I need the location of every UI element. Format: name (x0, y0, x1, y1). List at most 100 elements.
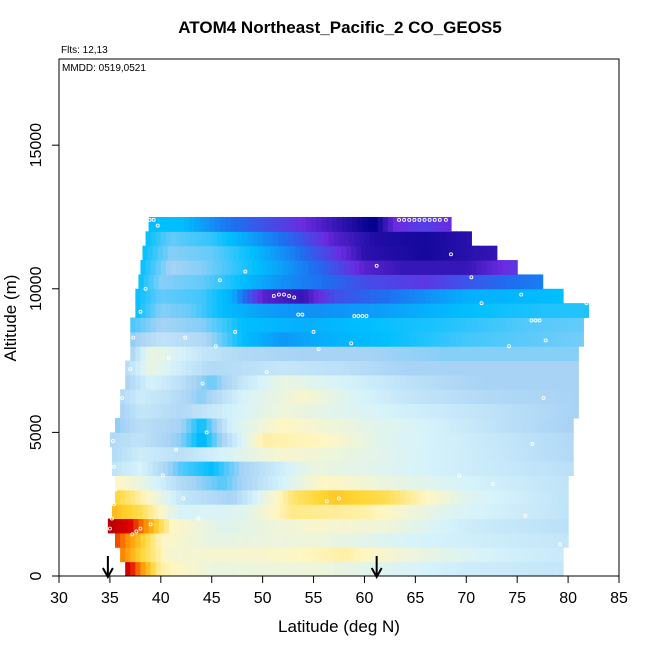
heatmap-cell (510, 518, 516, 534)
heatmap-cell (303, 418, 310, 433)
heatmap-cell (323, 403, 330, 419)
heatmap-cell (247, 317, 254, 333)
flight-point (417, 217, 422, 222)
heatmap-cell (179, 274, 185, 290)
heatmap-cell (522, 489, 528, 505)
flight-point (151, 217, 156, 222)
heatmap-cell (111, 504, 118, 520)
heatmap-cell (211, 360, 218, 376)
heatmap-cell (405, 288, 411, 304)
heatmap-cell (377, 216, 384, 232)
heatmap-cell (176, 432, 182, 448)
heatmap-cell (395, 432, 401, 448)
heatmap-cell (532, 389, 539, 405)
heatmap-cell (242, 532, 248, 548)
heatmap-cell (283, 288, 289, 304)
heatmap-cell (155, 489, 162, 505)
flight-point (529, 318, 534, 323)
heatmap-cell (298, 532, 304, 548)
heatmap-cell (507, 561, 513, 577)
flight-point (271, 294, 276, 298)
heatmap-cell (405, 360, 411, 376)
heatmap-cell (412, 504, 418, 520)
heatmap-cell (216, 547, 223, 563)
heatmap-cell (125, 360, 131, 376)
heatmap-cell (265, 518, 272, 534)
heatmap-cell (476, 475, 483, 491)
heatmap-cell (479, 274, 486, 290)
heatmap-cell (514, 504, 520, 520)
heatmap-cell (165, 317, 172, 333)
heatmap-cell (107, 518, 114, 534)
heatmap-cell (145, 346, 152, 362)
heatmap-cell (216, 489, 223, 505)
heatmap-cell (501, 418, 508, 433)
heatmap-cell (247, 389, 254, 405)
heatmap-cell (318, 489, 325, 505)
heatmap-cell (333, 532, 340, 548)
heatmap-cell (415, 489, 422, 505)
heatmap-cell (395, 389, 401, 405)
heatmap-cell (171, 260, 177, 275)
heatmap-cell (476, 489, 483, 505)
heatmap-cell (440, 260, 447, 275)
heatmap-cell (188, 245, 194, 261)
heatmap-cell (374, 389, 381, 405)
heatmap-cell (359, 303, 366, 318)
heatmap-cell (211, 403, 218, 419)
heatmap-cell (308, 331, 315, 347)
heatmap-cell (384, 418, 391, 433)
heatmap-cell (542, 374, 549, 390)
heatmap-cell (232, 317, 238, 333)
heatmap-cell (320, 245, 327, 261)
heatmap-cell (554, 504, 561, 520)
heatmap-cell (430, 547, 437, 563)
heatmap-cell (456, 360, 462, 376)
heatmap-cell (167, 446, 174, 462)
heatmap-cell (507, 532, 513, 548)
heatmap-cell (527, 403, 534, 419)
heatmap-cell (522, 331, 528, 347)
heatmap-cell (196, 418, 203, 433)
heatmap-cell (542, 403, 549, 419)
heatmap-cell (242, 360, 248, 376)
heatmap-cell (344, 475, 350, 491)
heatmap-cell (397, 446, 403, 462)
heatmap-cell (288, 317, 294, 333)
heatmap-cell (522, 475, 528, 491)
heatmap-cell (537, 475, 544, 491)
heatmap-cell (186, 389, 192, 405)
heatmap-cell (361, 446, 368, 462)
heatmap-cell (405, 331, 411, 347)
heatmap-cell (313, 360, 320, 376)
heatmap-layer (120, 547, 564, 563)
heatmap-cell (384, 489, 391, 505)
heatmap-cell (133, 518, 140, 534)
heatmap-cell (504, 274, 511, 290)
heatmap-cell (252, 288, 259, 304)
heatmap-cell (242, 288, 248, 304)
heatmap-cell (417, 504, 424, 520)
heatmap-cell (346, 245, 352, 261)
heatmap-layer (135, 303, 590, 318)
heatmap-cell (415, 532, 422, 548)
flight-point (111, 439, 115, 443)
heatmap-cell (471, 317, 478, 333)
heatmap-cell (186, 360, 192, 376)
heatmap-layer (125, 561, 564, 577)
heatmap-cell (232, 389, 238, 405)
heatmap-cell (563, 303, 569, 318)
heatmap-cell (344, 331, 350, 347)
heatmap-cell (216, 374, 223, 390)
heatmap-cell (374, 288, 381, 304)
heatmap-cell (407, 245, 413, 261)
heatmap-cell (298, 475, 304, 491)
heatmap-cell (537, 418, 544, 433)
heatmap-cell (323, 374, 330, 390)
heatmap-cell (367, 274, 374, 290)
heatmap-cell (288, 374, 294, 390)
heatmap-layer (115, 418, 574, 433)
heatmap-cell (445, 360, 452, 376)
heatmap-cell (433, 518, 440, 534)
heatmap-cell (125, 561, 131, 577)
